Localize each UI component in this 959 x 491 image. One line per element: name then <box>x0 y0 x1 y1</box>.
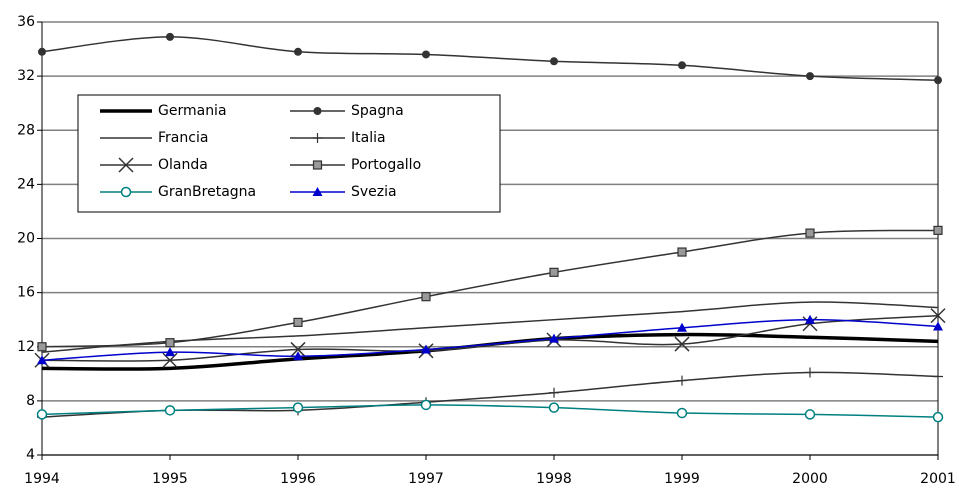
x-tick-label: 1998 <box>536 471 572 487</box>
marker <box>677 247 687 257</box>
x-tick-label: 1995 <box>152 471 188 487</box>
marker <box>312 160 323 170</box>
legend-label: Svezia <box>351 184 397 200</box>
y-tick-label: 16 <box>17 285 35 301</box>
marker <box>677 375 687 386</box>
marker <box>933 321 943 331</box>
marker <box>312 187 323 196</box>
marker <box>930 308 946 324</box>
marker <box>548 402 560 413</box>
legend-label: Francia <box>158 130 208 146</box>
marker <box>421 292 431 302</box>
y-tick-label: 36 <box>17 14 35 30</box>
x-tick-label: 2000 <box>792 471 828 487</box>
x-tick-label: 1994 <box>24 471 60 487</box>
legend-label: Germania <box>158 103 227 119</box>
marker <box>313 107 322 115</box>
y-tick-label: 24 <box>17 176 35 192</box>
series-line <box>41 404 939 418</box>
marker <box>120 186 132 198</box>
legend-label: Italia <box>351 130 386 146</box>
series-line <box>41 314 939 362</box>
x-tick-label: 2001 <box>920 471 956 487</box>
y-tick-label: 4 <box>26 447 35 463</box>
series-line <box>41 318 939 362</box>
marker <box>166 32 174 41</box>
marker <box>804 409 816 420</box>
y-tick-label: 20 <box>17 231 35 247</box>
marker <box>934 76 942 85</box>
marker <box>165 338 175 348</box>
series-line <box>41 36 939 81</box>
marker <box>678 61 686 70</box>
legend-label: Olanda <box>158 157 208 173</box>
marker <box>37 355 47 365</box>
series-line <box>41 229 939 348</box>
y-tick-label: 28 <box>17 122 35 138</box>
x-tick-label: 1996 <box>280 471 316 487</box>
y-tick-label: 12 <box>17 339 35 355</box>
marker <box>290 341 306 357</box>
marker <box>420 399 432 411</box>
marker <box>292 402 304 413</box>
marker <box>293 317 303 327</box>
marker <box>677 322 687 332</box>
marker <box>549 267 559 277</box>
marker <box>421 344 431 354</box>
marker <box>38 47 46 56</box>
x-tick-label: 1999 <box>664 471 700 487</box>
marker <box>933 225 943 235</box>
marker <box>165 347 175 357</box>
marker <box>933 371 943 382</box>
marker <box>36 409 48 420</box>
marker <box>294 47 302 56</box>
x-tick-label: 1997 <box>408 471 444 487</box>
marker <box>806 72 814 81</box>
marker <box>932 411 944 423</box>
y-tick-label: 32 <box>17 68 35 84</box>
y-tick-label: 8 <box>26 393 35 409</box>
marker <box>550 57 558 66</box>
marker <box>293 351 303 361</box>
marker <box>164 405 176 416</box>
marker <box>549 333 559 343</box>
legend-label: Portogallo <box>351 157 421 173</box>
legend: Germania Spagna Francia Italia Olanda Portoga… <box>77 94 501 213</box>
marker <box>422 50 430 59</box>
marker <box>312 133 323 143</box>
marker <box>805 367 815 378</box>
marker <box>805 314 815 324</box>
marker <box>37 342 47 352</box>
legend-label: Spagna <box>351 103 404 119</box>
marker <box>805 228 815 238</box>
marker <box>676 407 688 419</box>
legend-label: GranBretagna <box>158 184 256 200</box>
marker <box>674 336 690 352</box>
marker <box>549 387 559 398</box>
marker <box>118 157 134 173</box>
